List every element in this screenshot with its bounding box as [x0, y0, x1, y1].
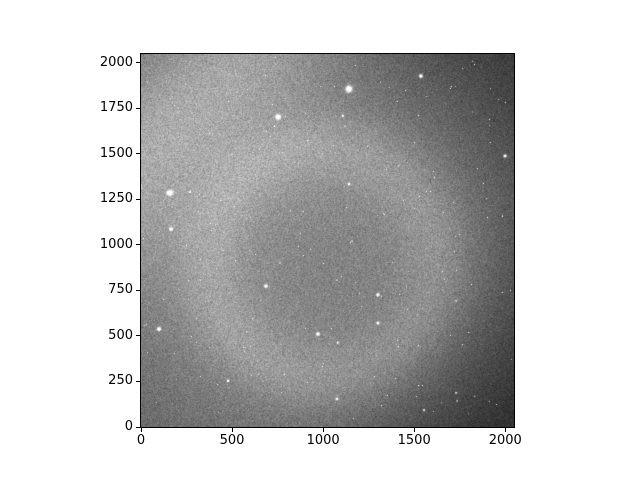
- y-tick-label: 1500: [99, 145, 133, 161]
- x-tick-mark: [322, 428, 324, 432]
- y-tick-mark: [136, 380, 140, 382]
- y-tick-label: 750: [108, 282, 133, 298]
- y-tick-mark: [136, 62, 140, 64]
- y-tick-mark: [136, 335, 140, 337]
- x-tick-mark: [413, 428, 415, 432]
- ccd-image: [141, 54, 514, 427]
- y-tick-label: 500: [108, 327, 133, 343]
- axes-frame: [140, 53, 515, 428]
- y-tick-mark: [136, 244, 140, 246]
- x-tick-mark: [231, 428, 233, 432]
- x-tick-mark: [140, 428, 142, 432]
- y-tick-label: 1000: [99, 236, 133, 252]
- y-tick-label: 2000: [99, 54, 133, 70]
- x-tick-label: 2000: [488, 433, 522, 448]
- y-tick-mark: [136, 289, 140, 291]
- y-tick-mark: [136, 153, 140, 155]
- y-tick-label: 0: [124, 419, 133, 434]
- x-tick-label: 1500: [397, 433, 431, 448]
- x-tick-label: 0: [136, 433, 146, 448]
- y-tick-mark: [136, 107, 140, 109]
- y-tick-label: 1250: [99, 191, 133, 207]
- x-tick-mark: [504, 428, 506, 432]
- x-tick-label: 1000: [306, 433, 340, 448]
- y-tick-label: 1750: [99, 100, 133, 116]
- y-tick-mark: [136, 198, 140, 200]
- x-tick-label: 500: [219, 433, 245, 448]
- y-tick-mark: [136, 426, 140, 428]
- y-tick-label: 250: [108, 373, 133, 389]
